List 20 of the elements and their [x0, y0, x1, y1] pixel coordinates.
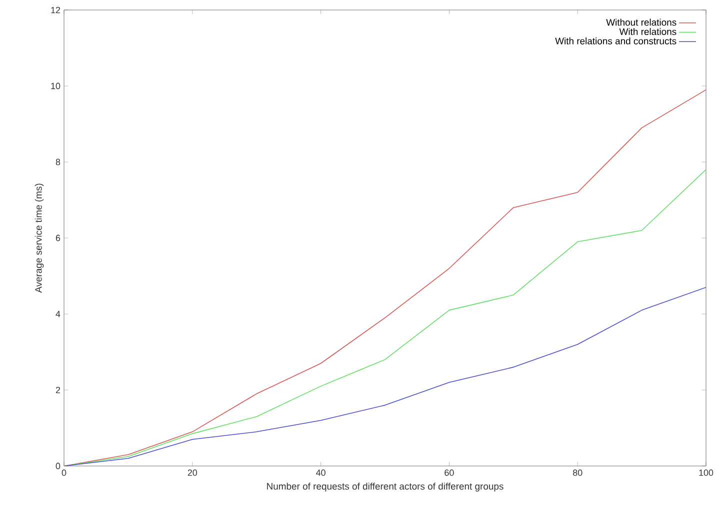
line-series — [64, 286, 706, 466]
line-series — [64, 169, 706, 466]
x-tick-label: 0 — [62, 470, 66, 476]
y-tick-label: 2 — [56, 386, 60, 394]
x-tick-label: 80 — [573, 470, 582, 476]
x-tick-label: 100 — [699, 470, 714, 476]
y-tick-label: 10 — [51, 82, 60, 90]
y-tick-label: 0 — [56, 462, 60, 470]
y-tick-label: 6 — [56, 234, 60, 242]
y-tick-label: 4 — [56, 310, 60, 318]
x-tick-label: 60 — [444, 470, 454, 476]
x-axis-title: Number of requests of different actors of different groups — [267, 482, 504, 492]
legend-label: With relations — [619, 28, 676, 36]
x-tick-label: 20 — [188, 470, 198, 476]
legend-label: Without relations — [606, 18, 676, 26]
legend-label: With relations and constructs — [555, 37, 676, 44]
y-tick-label: 12 — [51, 6, 60, 14]
x-tick-label: 40 — [316, 470, 326, 476]
y-axis-title: Average service time (ms) — [34, 184, 44, 293]
y-tick-label: 8 — [56, 158, 60, 166]
